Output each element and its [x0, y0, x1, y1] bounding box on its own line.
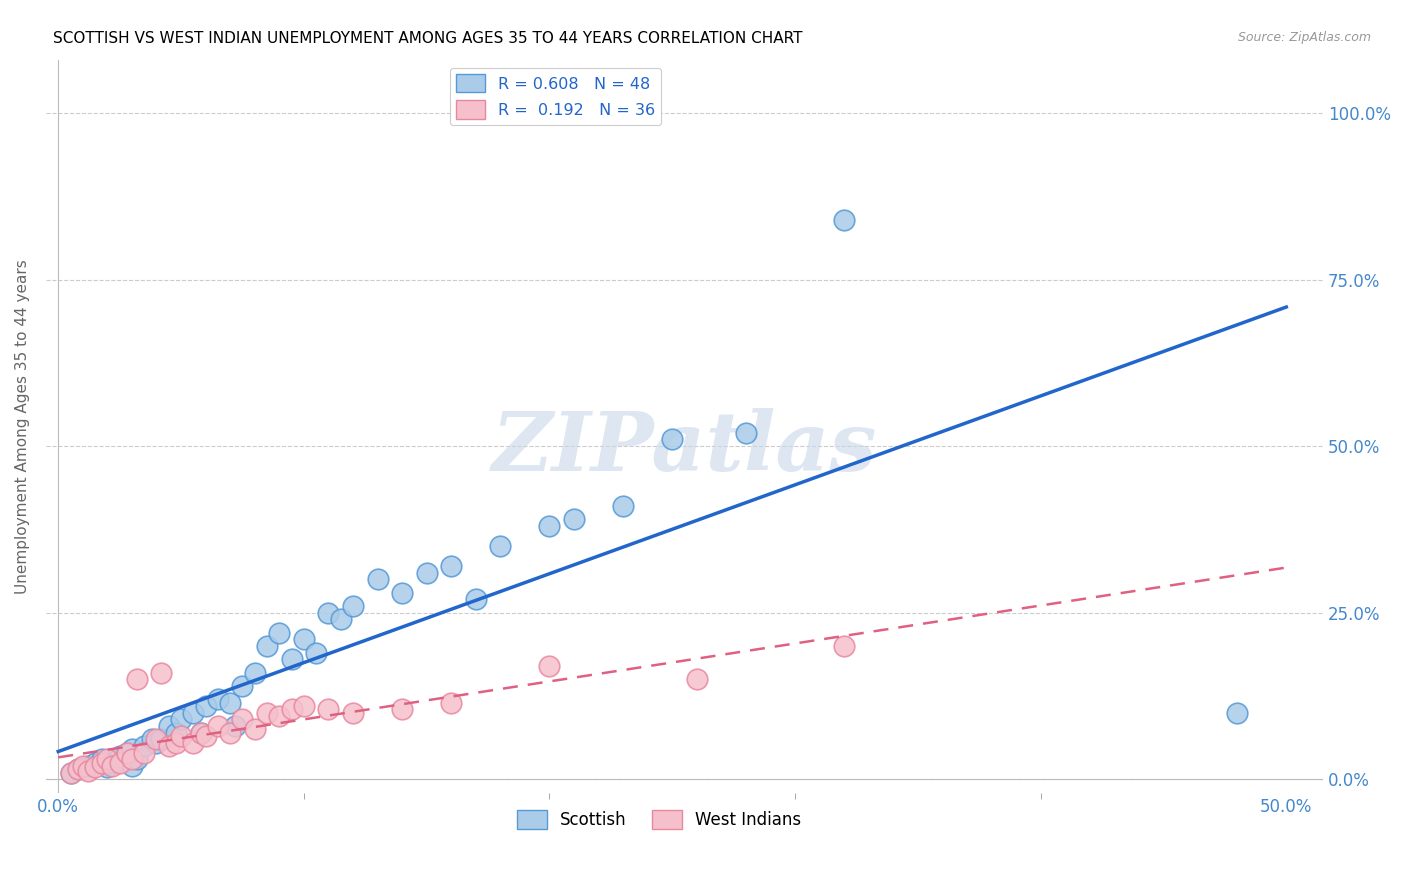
- Point: [66, 762, 89, 776]
- Point: [194, 699, 217, 714]
- Point: [96, 760, 118, 774]
- Point: [832, 212, 855, 227]
- Point: [91, 752, 114, 766]
- Point: [170, 729, 193, 743]
- Text: Source: ZipAtlas.com: Source: ZipAtlas.com: [1237, 31, 1371, 45]
- Point: [318, 702, 340, 716]
- Point: [231, 712, 253, 726]
- Point: [219, 696, 242, 710]
- Point: [391, 585, 413, 599]
- Point: [538, 659, 561, 673]
- Point: [292, 632, 315, 647]
- Point: [207, 692, 229, 706]
- Point: [66, 762, 89, 776]
- Point: [292, 699, 315, 714]
- Point: [318, 606, 340, 620]
- Point: [183, 736, 205, 750]
- Point: [108, 749, 131, 764]
- Point: [489, 539, 512, 553]
- Point: [305, 646, 328, 660]
- Point: [464, 592, 486, 607]
- Point: [280, 702, 302, 716]
- Point: [76, 759, 98, 773]
- Point: [440, 559, 463, 574]
- Point: [190, 725, 212, 739]
- Point: [342, 599, 364, 613]
- Point: [832, 639, 855, 653]
- Point: [256, 639, 278, 653]
- Point: [59, 765, 82, 780]
- Point: [342, 706, 364, 720]
- Point: [219, 725, 242, 739]
- Point: [256, 706, 278, 720]
- Point: [108, 756, 131, 770]
- Point: [243, 723, 266, 737]
- Point: [115, 746, 138, 760]
- Point: [329, 612, 352, 626]
- Text: SCOTTISH VS WEST INDIAN UNEMPLOYMENT AMONG AGES 35 TO 44 YEARS CORRELATION CHART: SCOTTISH VS WEST INDIAN UNEMPLOYMENT AMO…: [53, 31, 803, 46]
- Point: [121, 742, 143, 756]
- Point: [440, 696, 463, 710]
- Point: [686, 673, 709, 687]
- Point: [183, 706, 205, 720]
- Point: [134, 746, 156, 760]
- Point: [231, 679, 253, 693]
- Point: [91, 756, 114, 770]
- Point: [101, 756, 124, 770]
- Text: ZIPatlas: ZIPatlas: [492, 409, 877, 488]
- Point: [72, 759, 94, 773]
- Point: [415, 566, 437, 580]
- Point: [96, 752, 118, 766]
- Point: [134, 739, 156, 753]
- Point: [612, 499, 634, 513]
- Point: [735, 425, 758, 440]
- Point: [115, 746, 138, 760]
- Point: [562, 512, 585, 526]
- Point: [194, 729, 217, 743]
- Point: [157, 739, 180, 753]
- Point: [280, 652, 302, 666]
- Point: [84, 760, 107, 774]
- Point: [243, 665, 266, 680]
- Point: [145, 736, 167, 750]
- Point: [150, 665, 173, 680]
- Point: [125, 752, 148, 766]
- Point: [269, 709, 291, 723]
- Point: [207, 719, 229, 733]
- Point: [150, 732, 173, 747]
- Point: [224, 719, 246, 733]
- Point: [391, 702, 413, 716]
- Point: [538, 519, 561, 533]
- Point: [165, 725, 187, 739]
- Point: [76, 764, 98, 779]
- Point: [157, 719, 180, 733]
- Point: [125, 673, 148, 687]
- Point: [84, 756, 107, 770]
- Point: [661, 433, 683, 447]
- Point: [101, 759, 124, 773]
- Point: [269, 625, 291, 640]
- Legend: Scottish, West Indians: Scottish, West Indians: [510, 803, 808, 836]
- Y-axis label: Unemployment Among Ages 35 to 44 years: Unemployment Among Ages 35 to 44 years: [15, 259, 30, 593]
- Point: [190, 725, 212, 739]
- Point: [367, 573, 389, 587]
- Point: [121, 752, 143, 766]
- Point: [1226, 706, 1249, 720]
- Point: [170, 712, 193, 726]
- Point: [165, 736, 187, 750]
- Point: [59, 765, 82, 780]
- Point: [145, 732, 167, 747]
- Point: [141, 732, 163, 747]
- Point: [121, 759, 143, 773]
